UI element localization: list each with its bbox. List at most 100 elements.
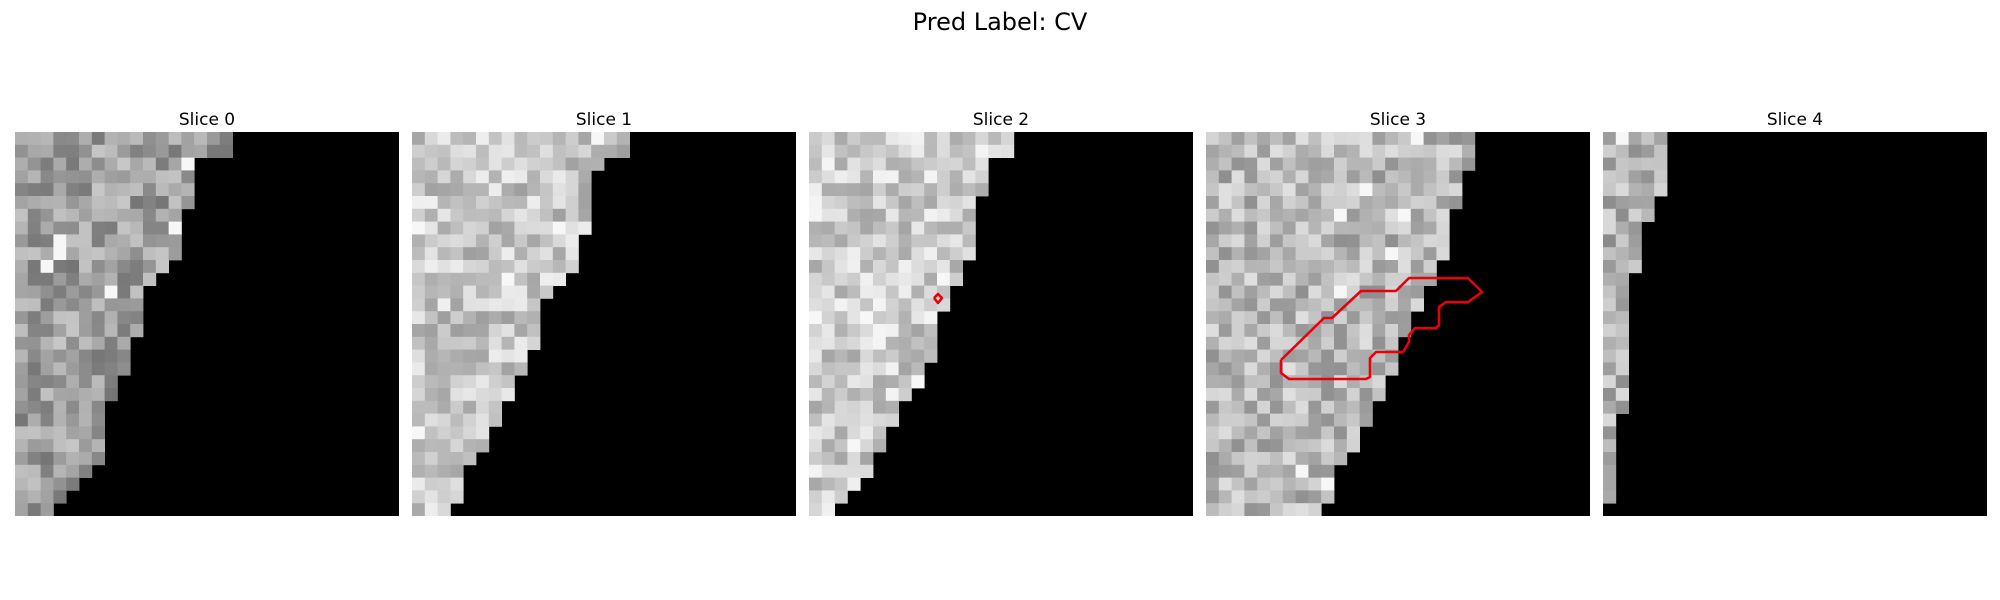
pixel-cell bbox=[1231, 183, 1245, 197]
pixel-cell bbox=[15, 324, 29, 338]
pixel-cell bbox=[1295, 260, 1309, 274]
pixel-cell bbox=[834, 439, 848, 453]
pixel-cell bbox=[1206, 183, 1220, 197]
pixel-cell bbox=[834, 183, 848, 197]
pixel-cell bbox=[1295, 208, 1309, 222]
pixel-cell bbox=[117, 170, 131, 184]
pixel-cell bbox=[27, 234, 41, 248]
pixel-cell bbox=[1257, 439, 1271, 453]
pixel-cell bbox=[565, 132, 579, 146]
pixel-cell bbox=[527, 324, 541, 338]
pixel-cell bbox=[40, 336, 54, 350]
pixel-cell bbox=[1359, 247, 1373, 261]
pixel-cell bbox=[463, 196, 477, 210]
pixel-cell bbox=[578, 132, 592, 146]
pixel-cell bbox=[885, 234, 899, 248]
pixel-cell bbox=[962, 132, 976, 146]
pixel-cell bbox=[1206, 247, 1220, 261]
pixel-cell bbox=[1615, 221, 1629, 235]
pixel-cell bbox=[1615, 247, 1629, 261]
pixel-cell bbox=[450, 247, 464, 261]
pixel-cell bbox=[1398, 324, 1412, 338]
pixel-cell bbox=[79, 234, 93, 248]
pixel-cell bbox=[1628, 260, 1642, 274]
pixel-cell bbox=[66, 311, 80, 325]
pixel-cell bbox=[66, 247, 80, 261]
pixel-cell bbox=[1359, 132, 1373, 146]
pixel-cell bbox=[1372, 298, 1386, 312]
pixel-cell bbox=[66, 426, 80, 440]
pixel-cell bbox=[1436, 132, 1450, 146]
pixel-cell bbox=[949, 221, 963, 235]
pixel-cell bbox=[1372, 388, 1386, 402]
pixel-cell bbox=[117, 144, 131, 158]
pixel-cell bbox=[1218, 285, 1232, 299]
pixel-cell bbox=[143, 183, 157, 197]
pixel-cell bbox=[1282, 439, 1296, 453]
pixel-cell bbox=[1244, 157, 1258, 171]
pixel-cell bbox=[79, 196, 93, 210]
pixel-cell bbox=[540, 157, 554, 171]
pixel-cell bbox=[1346, 400, 1360, 414]
pixel-cell bbox=[847, 426, 861, 440]
pixel-cell bbox=[476, 260, 490, 274]
pixel-cell bbox=[412, 132, 426, 146]
pixel-cell bbox=[424, 298, 438, 312]
pixel-cell bbox=[873, 375, 887, 389]
pixel-cell bbox=[924, 247, 938, 261]
pixel-cell bbox=[155, 144, 169, 158]
figure-title: Pred Label: CV bbox=[912, 8, 1088, 36]
pixel-cell bbox=[104, 311, 118, 325]
pixel-cell bbox=[501, 285, 515, 299]
pixel-cell bbox=[834, 298, 848, 312]
pixel-cell bbox=[1385, 272, 1399, 286]
pixel-cell bbox=[488, 208, 502, 222]
pixel-cell bbox=[1603, 477, 1617, 491]
pixel-cell bbox=[834, 170, 848, 184]
pixel-cell bbox=[1231, 426, 1245, 440]
pixel-cell bbox=[1385, 324, 1399, 338]
pixel-cell bbox=[911, 298, 925, 312]
pixel-cell bbox=[911, 247, 925, 261]
pixel-cell bbox=[40, 503, 54, 516]
pixel-cell bbox=[1206, 272, 1220, 286]
pixel-cell bbox=[1231, 234, 1245, 248]
pixel-cell bbox=[181, 144, 195, 158]
pixel-cell bbox=[565, 260, 579, 274]
pixel-cell bbox=[1257, 144, 1271, 158]
pixel-cell bbox=[821, 311, 835, 325]
pixel-cell bbox=[40, 298, 54, 312]
pixel-cell bbox=[450, 196, 464, 210]
pixel-cell bbox=[860, 298, 874, 312]
pixel-cell bbox=[1321, 260, 1335, 274]
pixel-cell bbox=[412, 400, 426, 414]
pixel-cell bbox=[1385, 311, 1399, 325]
pixel-cell bbox=[1270, 285, 1284, 299]
pixel-cell bbox=[1321, 490, 1335, 504]
pixel-cell bbox=[27, 452, 41, 466]
pixel-cell bbox=[91, 336, 105, 350]
pixel-cell bbox=[450, 208, 464, 222]
pixel-cell bbox=[488, 221, 502, 235]
pixel-cell bbox=[565, 157, 579, 171]
pixel-cell bbox=[1295, 298, 1309, 312]
pixel-cell bbox=[1218, 503, 1232, 516]
pixel-cell bbox=[53, 183, 67, 197]
pixel-cell bbox=[15, 349, 29, 363]
pixel-cell bbox=[501, 311, 515, 325]
pixel-cell bbox=[1372, 132, 1386, 146]
pixel-cell bbox=[66, 324, 80, 338]
pixel-cell bbox=[1346, 260, 1360, 274]
pixel-cell bbox=[949, 144, 963, 158]
pixel-cell bbox=[1654, 170, 1668, 184]
pixel-cell bbox=[412, 426, 426, 440]
pixel-cell bbox=[885, 413, 899, 427]
pixel-cell bbox=[1615, 285, 1629, 299]
pixel-cell bbox=[15, 400, 29, 414]
pixel-cell bbox=[1270, 157, 1284, 171]
pixel-cell bbox=[911, 362, 925, 376]
pixel-cell bbox=[527, 247, 541, 261]
pixel-cell bbox=[1295, 490, 1309, 504]
pixel-cell bbox=[476, 170, 490, 184]
pixel-cell bbox=[27, 375, 41, 389]
